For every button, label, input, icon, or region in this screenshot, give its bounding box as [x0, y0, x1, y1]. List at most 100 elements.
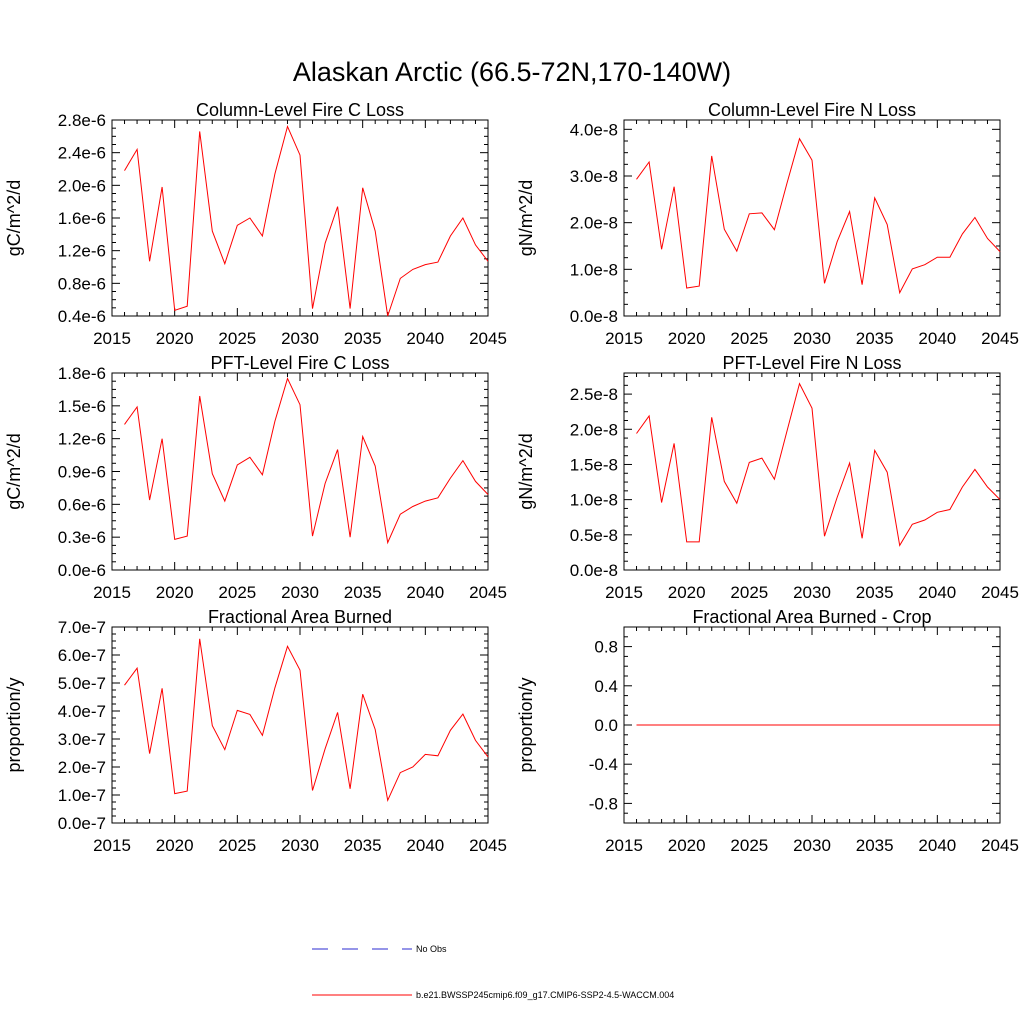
- data-point: [786, 725, 787, 726]
- panel-title: Fractional Area Burned - Crop: [692, 607, 931, 627]
- data-point: [274, 421, 275, 422]
- y-tick-label: 3.0e-8: [570, 167, 618, 186]
- x-tick-label: 2020: [668, 329, 706, 348]
- data-point: [962, 486, 963, 487]
- data-point: [462, 460, 463, 461]
- x-tick-label: 2040: [918, 329, 956, 348]
- series-line-1: [124, 377, 489, 545]
- data-point: [262, 474, 263, 475]
- data-point: [124, 424, 125, 425]
- y-tick-label: 1.2e-6: [58, 242, 106, 261]
- data-point: [837, 725, 838, 726]
- y-tick-label: 1.8e-6: [58, 364, 106, 383]
- y-tick-label: 0.9e-6: [58, 463, 106, 482]
- data-point: [337, 449, 338, 450]
- data-point: [237, 225, 238, 226]
- x-tick-label: 2035: [344, 836, 382, 855]
- y-axis-label: gC/m^2/d: [4, 180, 24, 256]
- data-point: [287, 378, 288, 379]
- x-tick-label: 2045: [469, 583, 507, 602]
- data-point: [824, 725, 825, 726]
- data-point: [174, 793, 175, 794]
- data-point: [387, 542, 388, 543]
- data-point: [475, 244, 476, 245]
- series-line-1: [636, 137, 1001, 295]
- data-point: [974, 725, 975, 726]
- x-tick-label: 2045: [981, 583, 1019, 602]
- data-point: [749, 213, 750, 214]
- data-point: [724, 725, 725, 726]
- data-point: [475, 481, 476, 482]
- data-point: [475, 740, 476, 741]
- y-axis-label: proportion/y: [516, 677, 536, 772]
- y-tick-label: 1.5e-6: [58, 397, 106, 416]
- data-point: [462, 714, 463, 715]
- data-point: [212, 473, 213, 474]
- x-tick-label: 2040: [918, 583, 956, 602]
- data-point: [649, 415, 650, 416]
- data-point: [199, 131, 200, 132]
- y-tick-label: 0.3e-6: [58, 528, 106, 547]
- y-tick-label: 1.0e-7: [58, 786, 106, 805]
- data-point: [412, 767, 413, 768]
- data-point: [312, 790, 313, 791]
- data-point: [425, 754, 426, 755]
- x-tick-label: 2025: [730, 583, 768, 602]
- data-point: [887, 725, 888, 726]
- x-tick-label: 2015: [93, 583, 131, 602]
- data-point: [375, 729, 376, 730]
- data-point: [287, 646, 288, 647]
- data-point: [786, 183, 787, 184]
- y-tick-label: 0.0e-8: [570, 307, 618, 326]
- data-point: [849, 725, 850, 726]
- x-tick-label: 2030: [281, 329, 319, 348]
- data-point: [924, 725, 925, 726]
- data-point: [837, 497, 838, 498]
- data-point: [699, 541, 700, 542]
- data-point: [824, 283, 825, 284]
- x-tick-label: 2030: [793, 583, 831, 602]
- data-point: [425, 501, 426, 502]
- data-point: [212, 725, 213, 726]
- data-point: [375, 466, 376, 467]
- data-point: [799, 383, 800, 384]
- legend-obs-label: No Obs: [416, 944, 447, 954]
- data-point: [300, 404, 301, 405]
- data-point: [350, 308, 351, 309]
- data-point: [812, 408, 813, 409]
- x-tick-label: 2020: [668, 836, 706, 855]
- data-point: [874, 197, 875, 198]
- x-tick-label: 2035: [856, 836, 894, 855]
- data-point: [124, 685, 125, 686]
- data-point: [199, 395, 200, 396]
- y-tick-label: 5.0e-7: [58, 674, 106, 693]
- data-point: [962, 233, 963, 234]
- x-tick-label: 2025: [730, 836, 768, 855]
- x-tick-label: 2045: [981, 329, 1019, 348]
- y-tick-label: 2.0e-8: [570, 214, 618, 233]
- data-point: [699, 725, 700, 726]
- data-point: [325, 483, 326, 484]
- data-point: [987, 238, 988, 239]
- x-tick-label: 2045: [981, 836, 1019, 855]
- x-tick-label: 2035: [856, 583, 894, 602]
- y-tick-label: 6.0e-7: [58, 646, 106, 665]
- y-tick-label: -0.8: [589, 794, 618, 813]
- data-point: [350, 788, 351, 789]
- data-point: [711, 155, 712, 156]
- panel-title: PFT-Level Fire C Loss: [210, 353, 389, 373]
- y-tick-label: 0.0e-8: [570, 561, 618, 580]
- data-point: [686, 725, 687, 726]
- y-tick-label: 1.0e-8: [570, 491, 618, 510]
- data-point: [312, 536, 313, 537]
- y-tick-label: 0.0: [594, 716, 618, 735]
- data-point: [686, 541, 687, 542]
- panel-title: Column-Level Fire C Loss: [196, 100, 404, 120]
- data-point: [724, 229, 725, 230]
- data-point: [450, 235, 451, 236]
- data-point: [274, 173, 275, 174]
- data-point: [824, 536, 825, 537]
- data-point: [874, 450, 875, 451]
- data-point: [661, 249, 662, 250]
- data-point: [649, 725, 650, 726]
